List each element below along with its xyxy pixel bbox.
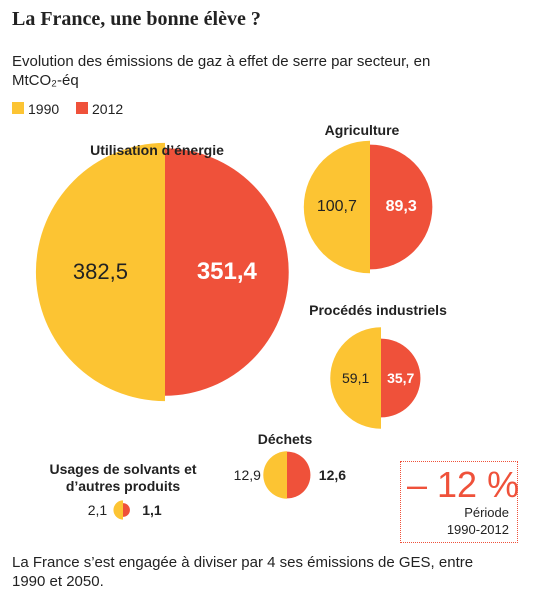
half-circle: [263, 451, 287, 499]
annotation-text: Période: [464, 505, 509, 520]
half-circle: [35, 142, 165, 402]
half-circle: [303, 140, 370, 274]
annotation-label: – 12 %: [407, 464, 520, 505]
chart-title: La France, une bonne élève ?: [12, 8, 261, 30]
legend-swatch: [12, 102, 24, 114]
legend-swatch: [76, 102, 88, 114]
legend-label: 1990: [28, 101, 60, 117]
legend-label: 2012: [92, 101, 124, 117]
value-label: 12,9: [233, 467, 261, 483]
note: La France s’est engagée à diviser par 4 …: [12, 554, 474, 590]
half-circle: [381, 338, 421, 418]
half-circle: [370, 144, 433, 270]
value-label: 35,7: [387, 370, 415, 386]
chart-subtitle: Evolution des émissions de gaz à effet d…: [12, 53, 431, 89]
value-label: 89,3: [385, 198, 417, 215]
category-label: Usages de solvants et d’autres produits: [49, 461, 197, 494]
value-label: 2,1: [87, 502, 108, 518]
half-circle: [330, 327, 381, 429]
value-label: 382,5: [72, 259, 128, 284]
value-label: 351,4: [196, 258, 257, 285]
category-label: Agriculture: [324, 122, 400, 138]
value-label: 100,7: [316, 198, 357, 215]
annotation-period: 1990-2012: [446, 522, 509, 537]
half-circle: [287, 451, 311, 499]
category-label: Déchets: [257, 431, 313, 447]
half-circle: [123, 503, 130, 517]
category-label: Utilisation d’énergie: [90, 142, 224, 158]
value-label: 1,1: [142, 502, 162, 518]
value-label: 12,6: [318, 467, 347, 483]
value-label: 59,1: [342, 370, 370, 386]
half-circle: [165, 148, 289, 396]
annotation-box: – 12 % Période 1990-2012: [400, 461, 520, 543]
category-label: Procédés industriels: [309, 302, 447, 318]
half-circle: [113, 500, 123, 520]
